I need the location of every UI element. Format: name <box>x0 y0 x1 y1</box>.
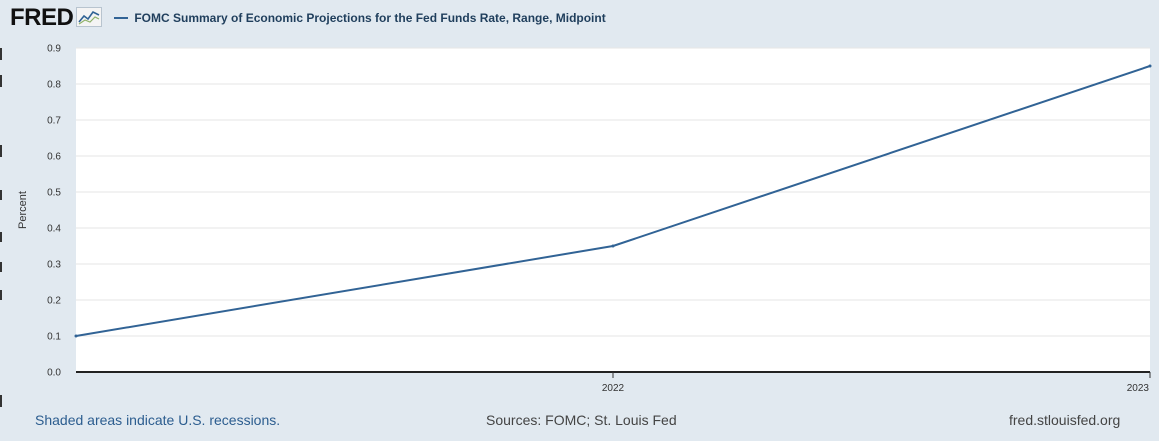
chart-header: FRED FOMC Summary of Economic Projection… <box>10 4 606 32</box>
fred-logo[interactable]: FRED <box>10 4 74 31</box>
x-axis-ticks: 2022 2023 <box>602 372 1151 394</box>
y-tick-label: 0.9 <box>47 44 61 55</box>
y-axis-title: Percent <box>17 191 29 229</box>
y-tick-label: 0.8 <box>47 80 61 91</box>
y-tick-label: 0.7 <box>47 116 61 127</box>
y-tick-label: 0.1 <box>47 332 61 343</box>
legend-swatch <box>114 17 129 19</box>
y-tick-label: 0.4 <box>47 224 61 235</box>
y-tick-label: 0.3 <box>47 260 61 271</box>
series-layer <box>74 64 1152 338</box>
x-tick-label: 2023 <box>1127 383 1150 394</box>
left-edge-marks <box>0 48 2 407</box>
y-axis-ticks: 0.0 0.1 0.2 0.3 0.4 0.5 0.6 0.7 0.8 0.9 <box>47 44 61 379</box>
y-tick-label: 0.5 <box>47 188 61 199</box>
data-point <box>74 334 78 338</box>
sources-text: Sources: FOMC; St. Louis Fed <box>486 412 677 428</box>
plot-area <box>76 48 1150 372</box>
site-link[interactable]: fred.stlouisfed.org <box>1009 412 1121 428</box>
y-tick-label: 0.6 <box>47 152 61 163</box>
data-point <box>611 244 615 248</box>
y-tick-label: 0.2 <box>47 296 61 307</box>
recessions-note-link[interactable]: Shaded areas indicate U.S. recessions. <box>35 412 281 428</box>
y-tick-label: 0.0 <box>47 368 61 379</box>
data-point <box>1148 64 1152 68</box>
fred-graph-icon <box>76 6 103 32</box>
x-tick-label: 2022 <box>602 383 625 394</box>
series-title: FOMC Summary of Economic Projections for… <box>134 11 606 25</box>
gridlines <box>76 47 1150 373</box>
